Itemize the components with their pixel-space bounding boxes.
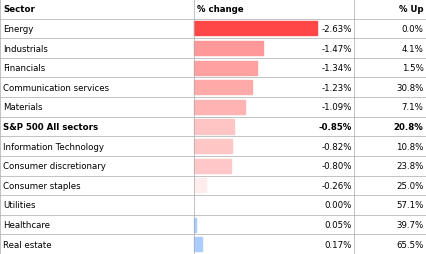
Text: Utilities: Utilities (3, 201, 36, 210)
Bar (194, 179, 206, 193)
Bar (194, 120, 234, 134)
Text: -0.26%: -0.26% (321, 181, 352, 190)
Text: 39.7%: 39.7% (396, 220, 423, 229)
Text: 20.8%: 20.8% (394, 122, 423, 132)
Text: 25.0%: 25.0% (396, 181, 423, 190)
Bar (194, 42, 263, 56)
Bar (194, 22, 317, 36)
Text: -0.80%: -0.80% (321, 162, 352, 170)
Text: Energy: Energy (3, 25, 34, 34)
Text: -1.23%: -1.23% (321, 84, 352, 92)
Text: 4.1%: 4.1% (402, 44, 423, 53)
Text: Materials: Materials (3, 103, 43, 112)
Text: -1.34%: -1.34% (321, 64, 352, 73)
Text: -0.82%: -0.82% (321, 142, 352, 151)
Text: Consumer discretionary: Consumer discretionary (3, 162, 106, 170)
Bar (194, 218, 196, 232)
Text: 65.5%: 65.5% (396, 240, 423, 249)
Text: -2.63%: -2.63% (321, 25, 352, 34)
Text: % Up: % Up (399, 5, 423, 14)
Text: 57.1%: 57.1% (396, 201, 423, 210)
Text: -1.09%: -1.09% (322, 103, 352, 112)
Text: 0.0%: 0.0% (402, 25, 423, 34)
Text: S&P 500 All sectors: S&P 500 All sectors (3, 122, 98, 132)
Text: Consumer staples: Consumer staples (3, 181, 81, 190)
Text: Healthcare: Healthcare (3, 220, 50, 229)
Bar (194, 139, 232, 154)
Bar (194, 100, 245, 115)
Bar (194, 81, 252, 95)
Text: 10.8%: 10.8% (396, 142, 423, 151)
Text: Financials: Financials (3, 64, 46, 73)
Bar (194, 61, 257, 75)
Text: Information Technology: Information Technology (3, 142, 104, 151)
Text: -0.85%: -0.85% (319, 122, 352, 132)
Text: 23.8%: 23.8% (396, 162, 423, 170)
Text: Communication services: Communication services (3, 84, 109, 92)
Text: 30.8%: 30.8% (396, 84, 423, 92)
Text: % change: % change (197, 5, 244, 14)
Text: Sector: Sector (3, 5, 35, 14)
Text: Real estate: Real estate (3, 240, 52, 249)
Text: 0.05%: 0.05% (325, 220, 352, 229)
Text: 7.1%: 7.1% (402, 103, 423, 112)
Text: 0.17%: 0.17% (325, 240, 352, 249)
Bar (194, 237, 202, 251)
Text: 1.5%: 1.5% (402, 64, 423, 73)
Bar (194, 159, 231, 173)
Text: 0.00%: 0.00% (325, 201, 352, 210)
Text: Industrials: Industrials (3, 44, 48, 53)
Text: -1.47%: -1.47% (321, 44, 352, 53)
